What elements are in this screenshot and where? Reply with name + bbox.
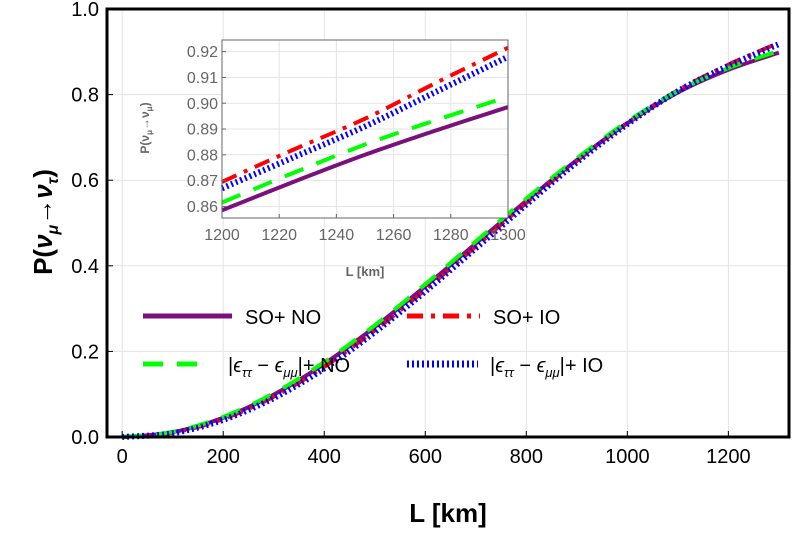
legend-label: |ϵττ − ϵμμ|+ NO — [228, 355, 350, 380]
x-tick-label: 1220 — [261, 227, 297, 244]
main-frame — [105, 7, 791, 439]
inset-x-axis-label: L [km] — [346, 264, 385, 279]
main-series — [121, 40, 781, 440]
y-tick-label: 0.87 — [187, 173, 218, 190]
legend-entry-so-no: SO+ NO — [143, 307, 321, 329]
inset-series — [220, 45, 510, 213]
legend-entry-so-io: SO+ IO — [407, 307, 560, 329]
y-tick-label: 0.4 — [71, 256, 99, 278]
x-tick-label: 0 — [117, 446, 128, 468]
series-line-dashed — [221, 94, 509, 205]
y-tick-label: 0.92 — [187, 44, 218, 61]
main-ticks: 0 200 400 600 800 1000 1200 0.0 0.2 0.4 0.6 0.8 1.0 — [71, 0, 750, 468]
legend-label: SO+ IO — [493, 307, 560, 329]
x-tick-label: 1280 — [433, 227, 469, 244]
x-tick-label: 200 — [207, 446, 240, 468]
y-tick-label: 0.90 — [187, 96, 218, 113]
x-tick-label: 1000 — [605, 446, 650, 468]
x-tick-label: 1260 — [376, 227, 412, 244]
series-line-dotted — [220, 54, 510, 192]
y-tick-label: 0.8 — [71, 85, 99, 107]
y-tick-label: 0.91 — [187, 70, 218, 87]
x-tick-label: 400 — [308, 446, 341, 468]
y-tick-label: 0.0 — [71, 427, 99, 449]
legend-entry-nsi-no: |ϵττ − ϵμμ|+ NO — [143, 355, 350, 380]
x-axis-label: L [km] — [409, 498, 487, 528]
legend: SO+ NO SO+ IO |ϵττ − ϵμμ|+ NO |ϵττ − ϵμμ… — [143, 307, 603, 380]
x-tick-label: 1200 — [706, 446, 751, 468]
series-line-solid — [221, 105, 509, 213]
legend-label: |ϵττ − ϵμμ|+ IO — [490, 355, 603, 380]
legend-entry-nsi-io: |ϵττ − ϵμμ|+ IO — [407, 355, 603, 380]
y-tick-label: 1.0 — [71, 0, 99, 21]
inset-ticks: 1200 1220 1240 1260 1280 1300 0.86 0.87 0.88 0.89… — [187, 44, 526, 244]
x-tick-label: 1200 — [204, 227, 240, 244]
y-tick-label: 0.6 — [71, 170, 99, 192]
x-tick-label: 1240 — [319, 227, 355, 244]
legend-label: SO+ NO — [245, 307, 321, 329]
series-line-dashdot — [221, 45, 509, 184]
y-tick-label: 0.2 — [71, 341, 99, 363]
x-tick-label: 600 — [409, 446, 442, 468]
series-line-dotted — [121, 41, 781, 440]
y-tick-label: 0.88 — [187, 147, 218, 164]
y-tick-label: 0.86 — [187, 199, 218, 216]
inset-y-axis-label: P(νμ→νμ) — [138, 102, 154, 153]
y-axis-label: P(νμ→ντ) — [28, 169, 62, 275]
x-tick-label: 800 — [510, 446, 543, 468]
y-tick-label: 0.89 — [187, 122, 218, 139]
x-tick-label: 1300 — [490, 227, 526, 244]
